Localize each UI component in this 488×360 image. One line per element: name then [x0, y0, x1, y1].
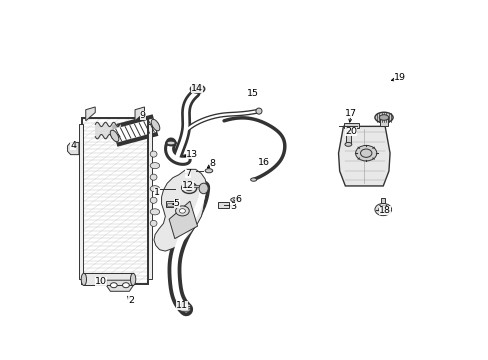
Circle shape — [122, 283, 129, 288]
Ellipse shape — [151, 119, 160, 131]
Ellipse shape — [205, 168, 212, 173]
Circle shape — [179, 209, 185, 213]
Text: 6: 6 — [235, 195, 241, 204]
Polygon shape — [67, 143, 79, 155]
Ellipse shape — [150, 186, 159, 192]
Text: 3: 3 — [230, 202, 236, 211]
Text: 10: 10 — [95, 277, 107, 286]
Circle shape — [360, 149, 371, 157]
Bar — [381, 198, 385, 203]
Polygon shape — [106, 280, 133, 291]
Ellipse shape — [179, 308, 190, 311]
Circle shape — [181, 183, 196, 193]
Text: 1: 1 — [154, 188, 160, 197]
Text: 14: 14 — [190, 85, 203, 94]
Ellipse shape — [193, 86, 202, 91]
Polygon shape — [85, 107, 95, 121]
Polygon shape — [135, 107, 144, 121]
Ellipse shape — [150, 220, 157, 226]
Text: 4: 4 — [70, 141, 76, 150]
Text: 5: 5 — [173, 199, 180, 208]
Ellipse shape — [150, 174, 157, 180]
Text: 11: 11 — [176, 301, 188, 310]
Ellipse shape — [150, 197, 157, 203]
Circle shape — [355, 145, 376, 161]
Bar — [193, 185, 200, 187]
Text: 12: 12 — [182, 181, 194, 190]
Ellipse shape — [230, 198, 240, 202]
Ellipse shape — [166, 140, 176, 145]
Ellipse shape — [110, 130, 119, 142]
Ellipse shape — [150, 209, 159, 215]
Text: 15: 15 — [246, 89, 258, 98]
Text: 18: 18 — [378, 206, 390, 215]
Ellipse shape — [250, 178, 256, 181]
Bar — [167, 203, 177, 206]
Text: 16: 16 — [257, 158, 269, 167]
Ellipse shape — [199, 183, 208, 194]
Bar — [218, 202, 228, 208]
Text: 19: 19 — [393, 73, 406, 82]
Text: 17: 17 — [345, 109, 356, 118]
Text: 8: 8 — [209, 159, 215, 168]
Bar — [82, 118, 148, 284]
Ellipse shape — [130, 273, 136, 285]
Ellipse shape — [179, 304, 190, 307]
Bar — [380, 117, 387, 126]
Text: 2: 2 — [128, 297, 134, 306]
Ellipse shape — [255, 108, 262, 114]
Circle shape — [175, 206, 189, 216]
Text: 7: 7 — [184, 169, 191, 178]
Circle shape — [374, 203, 391, 216]
Bar — [346, 127, 350, 143]
Ellipse shape — [344, 143, 351, 146]
Bar — [166, 201, 178, 207]
Polygon shape — [154, 169, 206, 251]
Ellipse shape — [374, 112, 392, 123]
Bar — [147, 123, 152, 279]
Ellipse shape — [150, 163, 159, 169]
Ellipse shape — [81, 273, 86, 285]
Bar — [84, 273, 133, 285]
Polygon shape — [169, 201, 197, 239]
Ellipse shape — [150, 151, 157, 157]
Bar — [344, 123, 359, 128]
Circle shape — [110, 283, 117, 288]
Text: 20: 20 — [345, 127, 356, 136]
Circle shape — [378, 206, 387, 213]
Bar — [79, 123, 82, 279]
Text: 13: 13 — [185, 150, 198, 158]
Ellipse shape — [190, 85, 204, 93]
Ellipse shape — [379, 115, 388, 120]
Ellipse shape — [233, 199, 237, 201]
Polygon shape — [338, 126, 389, 186]
Circle shape — [185, 185, 193, 191]
Text: 9: 9 — [139, 111, 145, 120]
Ellipse shape — [179, 306, 190, 309]
